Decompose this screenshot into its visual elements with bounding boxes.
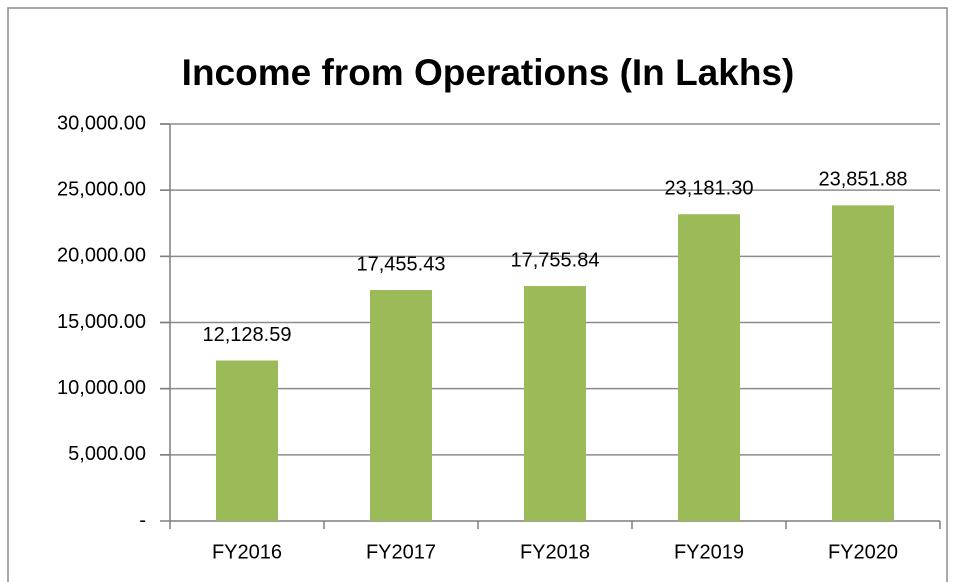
x-tick-label: FY2018 xyxy=(520,541,590,563)
bar xyxy=(524,286,586,521)
y-tick-label: - xyxy=(139,509,146,531)
bar xyxy=(216,360,278,521)
data-label: 17,455.43 xyxy=(357,253,446,275)
x-tick-label: FY2016 xyxy=(212,541,282,563)
chart-border xyxy=(7,7,948,582)
chart-title: Income from Operations (In Lakhs) xyxy=(182,52,795,93)
data-label: 17,755.84 xyxy=(511,249,600,271)
x-tick-label: FY2019 xyxy=(674,541,744,563)
data-label: 23,851.88 xyxy=(819,169,908,191)
y-tick-label: 5,000.00 xyxy=(68,443,146,465)
y-tick-label: 10,000.00 xyxy=(57,377,146,399)
y-tick-label: 30,000.00 xyxy=(57,112,146,134)
data-label: 23,181.30 xyxy=(665,178,754,200)
y-tick-label: 15,000.00 xyxy=(57,311,146,333)
x-tick-label: FY2020 xyxy=(828,541,898,563)
data-label: 12,128.59 xyxy=(203,324,292,346)
y-tick-label: 25,000.00 xyxy=(57,178,146,200)
x-tick-label: FY2017 xyxy=(366,541,436,563)
bar xyxy=(370,290,432,521)
y-tick-label: 20,000.00 xyxy=(57,245,146,267)
bar xyxy=(678,214,740,521)
bar xyxy=(832,205,894,522)
